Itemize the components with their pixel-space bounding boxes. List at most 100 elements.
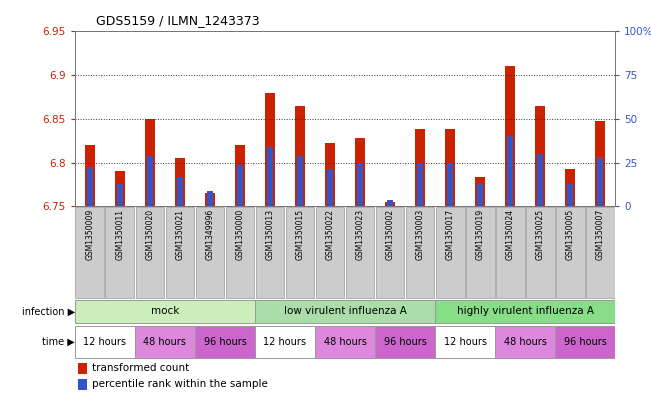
FancyBboxPatch shape <box>165 207 195 298</box>
Bar <box>535 106 546 206</box>
Text: 48 hours: 48 hours <box>143 337 186 347</box>
Text: 12 hours: 12 hours <box>264 337 307 347</box>
Text: 12 hours: 12 hours <box>443 337 486 347</box>
Text: infection ▶: infection ▶ <box>21 307 75 316</box>
Bar <box>87 167 93 206</box>
Bar <box>174 158 185 206</box>
FancyBboxPatch shape <box>375 326 435 358</box>
Bar <box>567 184 574 206</box>
FancyBboxPatch shape <box>316 207 344 298</box>
Text: GSM1350007: GSM1350007 <box>596 209 605 260</box>
Text: GSM1350013: GSM1350013 <box>266 209 275 260</box>
Text: 96 hours: 96 hours <box>204 337 246 347</box>
Bar <box>78 363 87 374</box>
Bar <box>477 184 484 206</box>
Text: 48 hours: 48 hours <box>324 337 367 347</box>
Bar <box>475 178 486 206</box>
FancyBboxPatch shape <box>256 207 284 298</box>
Text: GSM1350024: GSM1350024 <box>506 209 515 260</box>
Text: low virulent influenza A: low virulent influenza A <box>284 307 406 316</box>
FancyBboxPatch shape <box>495 326 555 358</box>
Text: 96 hours: 96 hours <box>564 337 607 347</box>
Bar <box>78 379 87 390</box>
Text: transformed count: transformed count <box>92 363 189 373</box>
Bar <box>176 178 183 206</box>
Bar <box>355 138 365 206</box>
Bar <box>537 154 544 206</box>
FancyBboxPatch shape <box>195 207 225 298</box>
Bar <box>145 119 155 206</box>
Bar <box>265 93 275 206</box>
FancyBboxPatch shape <box>255 300 435 323</box>
FancyBboxPatch shape <box>376 207 404 298</box>
Text: highly virulent influenza A: highly virulent influenza A <box>456 307 594 316</box>
FancyBboxPatch shape <box>135 326 195 358</box>
FancyBboxPatch shape <box>195 326 255 358</box>
Bar <box>235 145 245 206</box>
Text: GSM1350017: GSM1350017 <box>445 209 454 260</box>
FancyBboxPatch shape <box>586 207 615 298</box>
FancyBboxPatch shape <box>406 207 434 298</box>
Text: GSM1350011: GSM1350011 <box>115 209 124 260</box>
Bar <box>297 156 303 206</box>
FancyBboxPatch shape <box>346 207 374 298</box>
FancyBboxPatch shape <box>255 326 315 358</box>
Bar <box>357 163 363 206</box>
Bar <box>387 200 393 206</box>
Bar <box>237 165 243 206</box>
Text: 12 hours: 12 hours <box>83 337 126 347</box>
Text: GSM1350023: GSM1350023 <box>355 209 365 260</box>
Text: 96 hours: 96 hours <box>383 337 426 347</box>
Bar <box>447 163 453 206</box>
FancyBboxPatch shape <box>75 300 255 323</box>
FancyBboxPatch shape <box>435 300 615 323</box>
Text: mock: mock <box>151 307 179 316</box>
Text: GSM1350003: GSM1350003 <box>415 209 424 260</box>
Text: GSM1350015: GSM1350015 <box>296 209 305 260</box>
Bar <box>417 163 423 206</box>
FancyBboxPatch shape <box>135 207 164 298</box>
Text: GSM1350025: GSM1350025 <box>536 209 545 260</box>
FancyBboxPatch shape <box>495 207 525 298</box>
Text: GSM1350021: GSM1350021 <box>175 209 184 260</box>
Text: GSM1350019: GSM1350019 <box>476 209 484 260</box>
FancyBboxPatch shape <box>436 207 465 298</box>
Bar <box>505 66 516 206</box>
FancyBboxPatch shape <box>526 207 555 298</box>
Bar <box>115 171 125 206</box>
Text: GSM1350009: GSM1350009 <box>85 209 94 260</box>
Text: GSM1350005: GSM1350005 <box>566 209 575 260</box>
FancyBboxPatch shape <box>556 207 585 298</box>
Bar <box>85 145 95 206</box>
Text: GSM1350000: GSM1350000 <box>236 209 245 260</box>
Text: GDS5159 / ILMN_1243373: GDS5159 / ILMN_1243373 <box>96 15 260 28</box>
Bar <box>267 147 273 206</box>
Text: GSM1350002: GSM1350002 <box>385 209 395 260</box>
FancyBboxPatch shape <box>435 326 495 358</box>
FancyBboxPatch shape <box>315 326 375 358</box>
Bar <box>595 121 605 206</box>
Bar <box>327 169 333 206</box>
FancyBboxPatch shape <box>555 326 615 358</box>
FancyBboxPatch shape <box>225 207 255 298</box>
Bar <box>204 193 215 206</box>
Bar <box>385 202 395 206</box>
FancyBboxPatch shape <box>76 207 104 298</box>
Bar <box>597 158 603 206</box>
FancyBboxPatch shape <box>75 326 135 358</box>
Bar <box>146 156 153 206</box>
Bar <box>565 169 575 206</box>
Text: time ▶: time ▶ <box>42 337 75 347</box>
Text: 48 hours: 48 hours <box>504 337 547 347</box>
FancyBboxPatch shape <box>286 207 314 298</box>
FancyBboxPatch shape <box>465 207 495 298</box>
Bar <box>325 143 335 206</box>
Text: GSM1349996: GSM1349996 <box>206 209 214 260</box>
Bar <box>415 129 425 206</box>
Text: GSM1350022: GSM1350022 <box>326 209 335 260</box>
Bar <box>117 184 123 206</box>
Bar <box>295 106 305 206</box>
Bar <box>445 129 455 206</box>
Text: GSM1350020: GSM1350020 <box>145 209 154 260</box>
FancyBboxPatch shape <box>105 207 134 298</box>
